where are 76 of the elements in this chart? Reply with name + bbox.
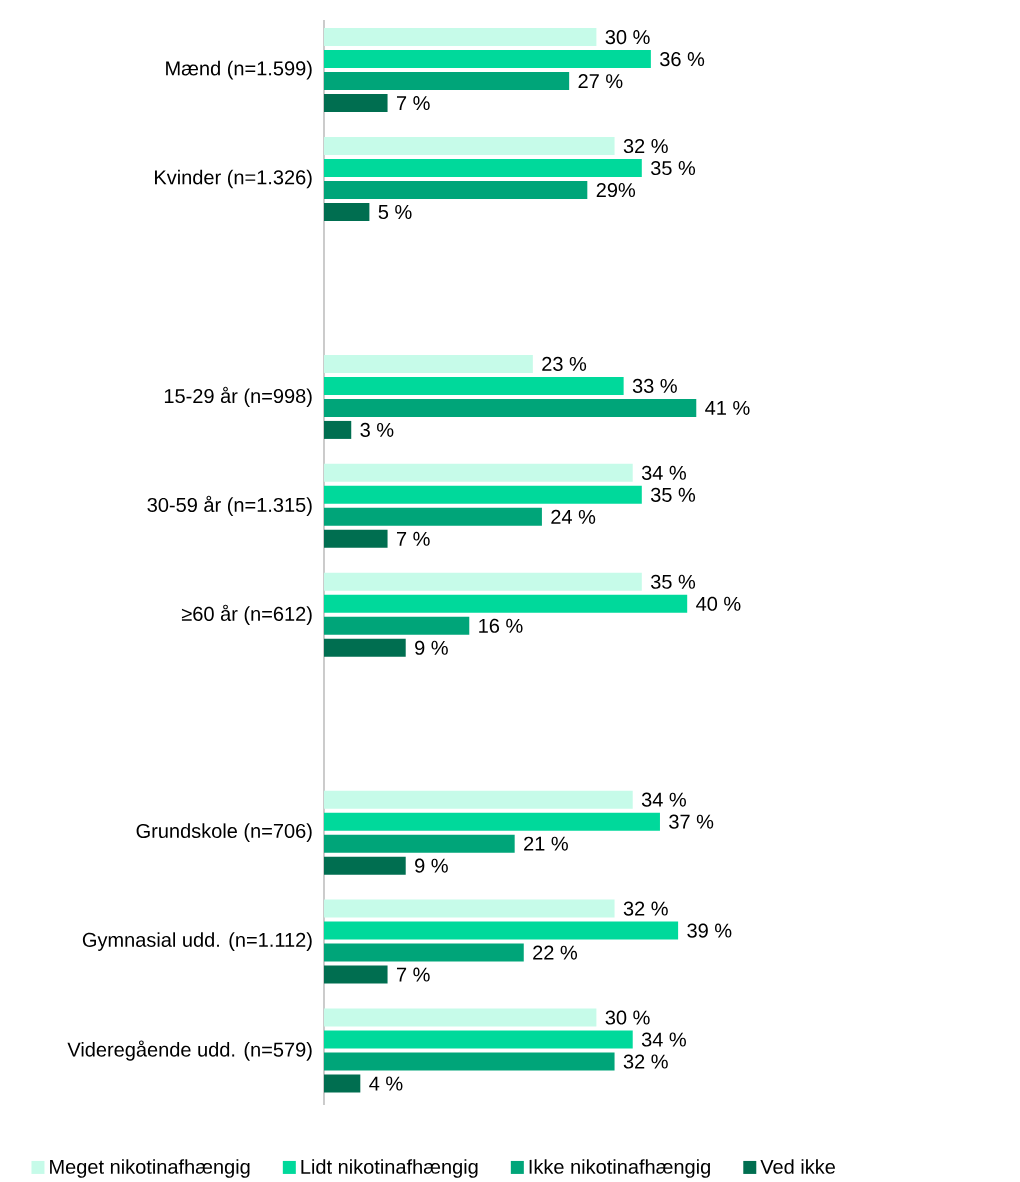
data-label: 35 % [650,574,696,589]
bar [324,463,633,482]
bar [324,485,642,504]
legend-label: Ved ikke [760,1159,835,1174]
bar [324,72,570,91]
data-label: 35 % [650,487,696,502]
bar [324,420,352,439]
bar [324,1074,361,1093]
bar [324,921,679,940]
y-tick-label: 15-29 år (n=998) [164,386,312,408]
data-label: 7 % [396,96,430,111]
data-label: 34 % [641,1032,686,1047]
legend-label: Lidt nikotinafhængig [301,1159,478,1178]
bar [324,812,660,831]
data-label: 32 % [623,138,668,154]
bar [324,203,370,222]
data-label: 7 % [396,967,430,982]
data-label: 30 % [605,30,650,45]
data-label: 23 % [542,356,587,371]
bar [324,616,470,635]
bar [324,790,633,809]
y-tick-label: Gymnasial udd. (n=1.112) [82,932,312,951]
bar [324,572,642,591]
data-label: 9 % [415,858,448,873]
bar [324,181,588,200]
data-label: 33 % [632,378,677,393]
bar [324,354,533,373]
data-label: 7 % [396,531,430,546]
data-label: 21 % [524,836,568,851]
data-label: 24 % [551,509,596,524]
y-tick-label: 30-59 år (n=1.315) [147,495,312,516]
data-label: 32 % [623,1054,668,1069]
y-tick-label: Grundskole (n=706) [136,823,312,842]
data-label: 30 % [605,1010,650,1025]
bar [324,943,524,962]
data-label: 40 % [696,596,741,611]
bar [324,159,642,178]
bar [324,899,615,918]
data-label: 37 % [669,814,714,829]
data-label: 39 % [687,923,732,938]
data-label: 34 % [641,465,686,480]
bar [324,398,697,417]
data-label: 41 % [705,400,750,415]
y-tick-label: Videregående udd. (n=579) [67,1040,312,1061]
bar [324,856,406,875]
y-tick-label: Mænd (n=1.599) [166,60,312,80]
data-label: 34 % [641,792,686,807]
data-label: 22 % [533,945,578,960]
bar [324,594,688,613]
bar [324,834,515,853]
bar [324,28,597,47]
data-label: 16 % [479,618,523,633]
data-label: 3 % [360,422,394,437]
bar [324,638,406,657]
bar [324,965,388,984]
bar [324,1030,633,1049]
data-label: 27 % [578,74,623,89]
bar [324,507,542,526]
bar [324,137,615,156]
bar [324,94,388,113]
data-label: 29% [596,182,636,198]
data-label: 5 % [378,204,412,220]
data-label: 4 % [369,1076,403,1091]
legend-label: Ikke nikotinafhængig [529,1159,710,1178]
legend-label: Meget nikotinafhængig [50,1159,250,1178]
bar [324,1052,615,1071]
data-label: 36 % [660,52,705,67]
y-tick-label: Kvinder (n=1.326) [155,169,312,189]
data-label: 35 % [650,160,696,176]
data-label: 32 % [623,901,668,916]
y-tick-label: ≥60 år (n=612) [181,604,312,625]
bar [324,1008,597,1027]
bar [324,529,388,548]
data-label: 9 % [415,640,448,655]
bar [324,50,651,69]
bar [324,376,624,395]
